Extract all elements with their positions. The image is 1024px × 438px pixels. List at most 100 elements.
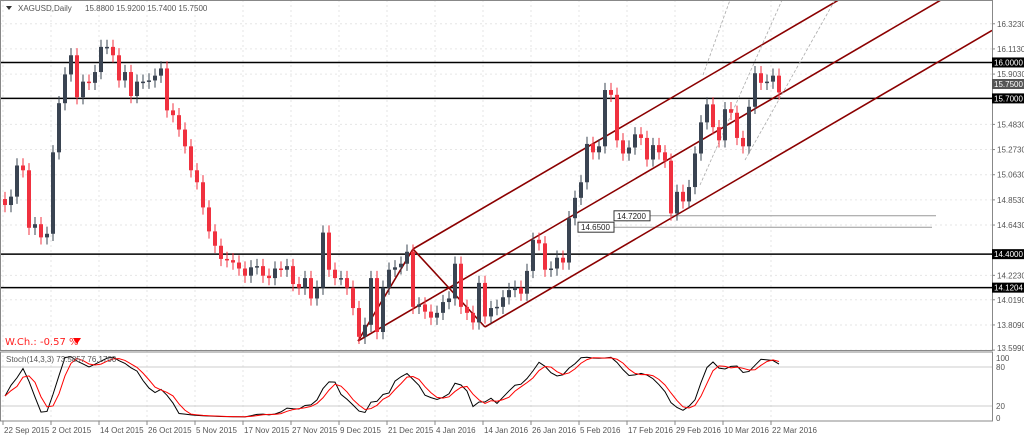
bull-candle	[489, 308, 493, 317]
bull-candle	[567, 218, 571, 263]
bear-candle	[375, 278, 379, 333]
bull-candle	[99, 46, 103, 73]
bull-candle	[69, 55, 73, 75]
price-mark-box	[613, 210, 651, 222]
bear-candle	[231, 260, 235, 263]
stoch-signal-line	[4, 357, 780, 418]
bull-candle	[477, 282, 481, 323]
bear-candle	[201, 182, 205, 208]
stoch-level-label: 80	[996, 363, 1005, 372]
bull-candle	[585, 143, 589, 183]
bear-candle	[645, 137, 649, 160]
bull-candle	[573, 197, 577, 219]
bear-candle	[459, 263, 463, 307]
bear-candle	[411, 251, 415, 307]
price-mark-label: 14.7200	[617, 212, 646, 221]
bull-candle	[435, 312, 439, 318]
bull-candle	[501, 297, 505, 307]
y-tick-label: 13.8090	[997, 321, 1024, 330]
bear-candle	[741, 137, 745, 147]
bull-candle	[651, 145, 655, 160]
stoch-level-label: 20	[996, 402, 1005, 411]
current-price-label: 15.7500	[994, 80, 1023, 89]
bear-candle	[39, 224, 43, 238]
bull-candle	[63, 74, 67, 104]
bear-candle	[297, 284, 301, 288]
bear-candle	[591, 143, 595, 153]
bull-candle	[105, 46, 109, 49]
level-price-tag	[992, 57, 1024, 68]
bull-candle	[723, 109, 727, 141]
bear-candle	[165, 68, 169, 111]
bear-candle	[129, 72, 133, 97]
y-tick-label: 15.4830	[997, 120, 1024, 129]
bull-candle	[687, 187, 691, 202]
x-tick-label: 27 Nov 2015	[292, 426, 338, 435]
bear-candle	[111, 46, 115, 56]
bear-candle	[183, 129, 187, 147]
bull-candle	[147, 80, 151, 82]
price-mark-box	[577, 221, 615, 233]
bull-candle	[525, 270, 529, 294]
bear-candle	[681, 191, 685, 202]
bear-candle	[717, 127, 721, 141]
bear-candle	[177, 115, 181, 130]
stoch-level-label: 100	[996, 354, 1010, 363]
bear-candle	[615, 94, 619, 141]
bull-candle	[363, 324, 367, 337]
stoch-main-line	[4, 356, 780, 418]
x-tick-label: 5 Nov 2015	[196, 426, 237, 435]
level-price-label: 15.7000	[994, 94, 1023, 103]
x-tick-label: 21 Dec 2015	[388, 426, 434, 435]
bull-candle	[549, 268, 553, 271]
bull-candle	[381, 287, 385, 333]
bear-candle	[519, 287, 523, 294]
bull-candle	[339, 278, 343, 280]
bull-candle	[255, 266, 259, 268]
x-tick-label: 26 Jan 2016	[532, 426, 577, 435]
bull-candle	[513, 287, 517, 291]
bear-candle	[279, 268, 283, 271]
bear-candle	[189, 146, 193, 171]
y-tick-label: 14.2230	[997, 271, 1024, 280]
bear-candle	[621, 140, 625, 154]
bull-candle	[393, 267, 397, 270]
bear-candle	[429, 311, 433, 318]
level-price-label: 14.4000	[994, 250, 1023, 259]
bear-candle	[777, 75, 781, 93]
bull-candle	[321, 232, 325, 288]
x-tick-label: 17 Nov 2015	[244, 426, 290, 435]
bull-candle	[33, 224, 37, 228]
bull-candle	[93, 72, 97, 83]
y-tick-label: 16.1130	[997, 45, 1024, 54]
x-tick-label: 29 Feb 2016	[676, 426, 721, 435]
y-tick-label: 16.3230	[997, 20, 1024, 29]
bull-candle	[699, 122, 703, 154]
price-mark-label: 14.6500	[581, 223, 610, 232]
bear-candle	[609, 90, 613, 95]
x-tick-label: 4 Jan 2016	[436, 426, 476, 435]
bear-candle	[357, 308, 361, 337]
bull-candle	[627, 147, 631, 154]
y-tick-label: 15.2730	[997, 146, 1024, 155]
x-tick-label: 22 Mar 2016	[772, 426, 817, 435]
stochastic-panel	[0, 356, 992, 418]
bear-candle	[561, 257, 565, 263]
bull-candle	[387, 269, 391, 288]
bear-candle	[669, 160, 673, 214]
bull-candle	[369, 278, 373, 325]
bull-candle	[153, 75, 157, 81]
bear-candle	[117, 55, 121, 81]
bull-candle	[303, 278, 307, 288]
collapse-triangle-icon[interactable]	[6, 6, 12, 10]
bear-candle	[759, 73, 763, 83]
level-price-tag	[992, 93, 1024, 104]
x-tick-label: 5 Feb 2016	[580, 426, 621, 435]
x-tick-label: 17 Feb 2016	[628, 426, 673, 435]
bear-candle	[471, 312, 475, 323]
level-price-label: 14.1204	[994, 284, 1023, 293]
y-tick-label: 15.0630	[997, 171, 1024, 180]
